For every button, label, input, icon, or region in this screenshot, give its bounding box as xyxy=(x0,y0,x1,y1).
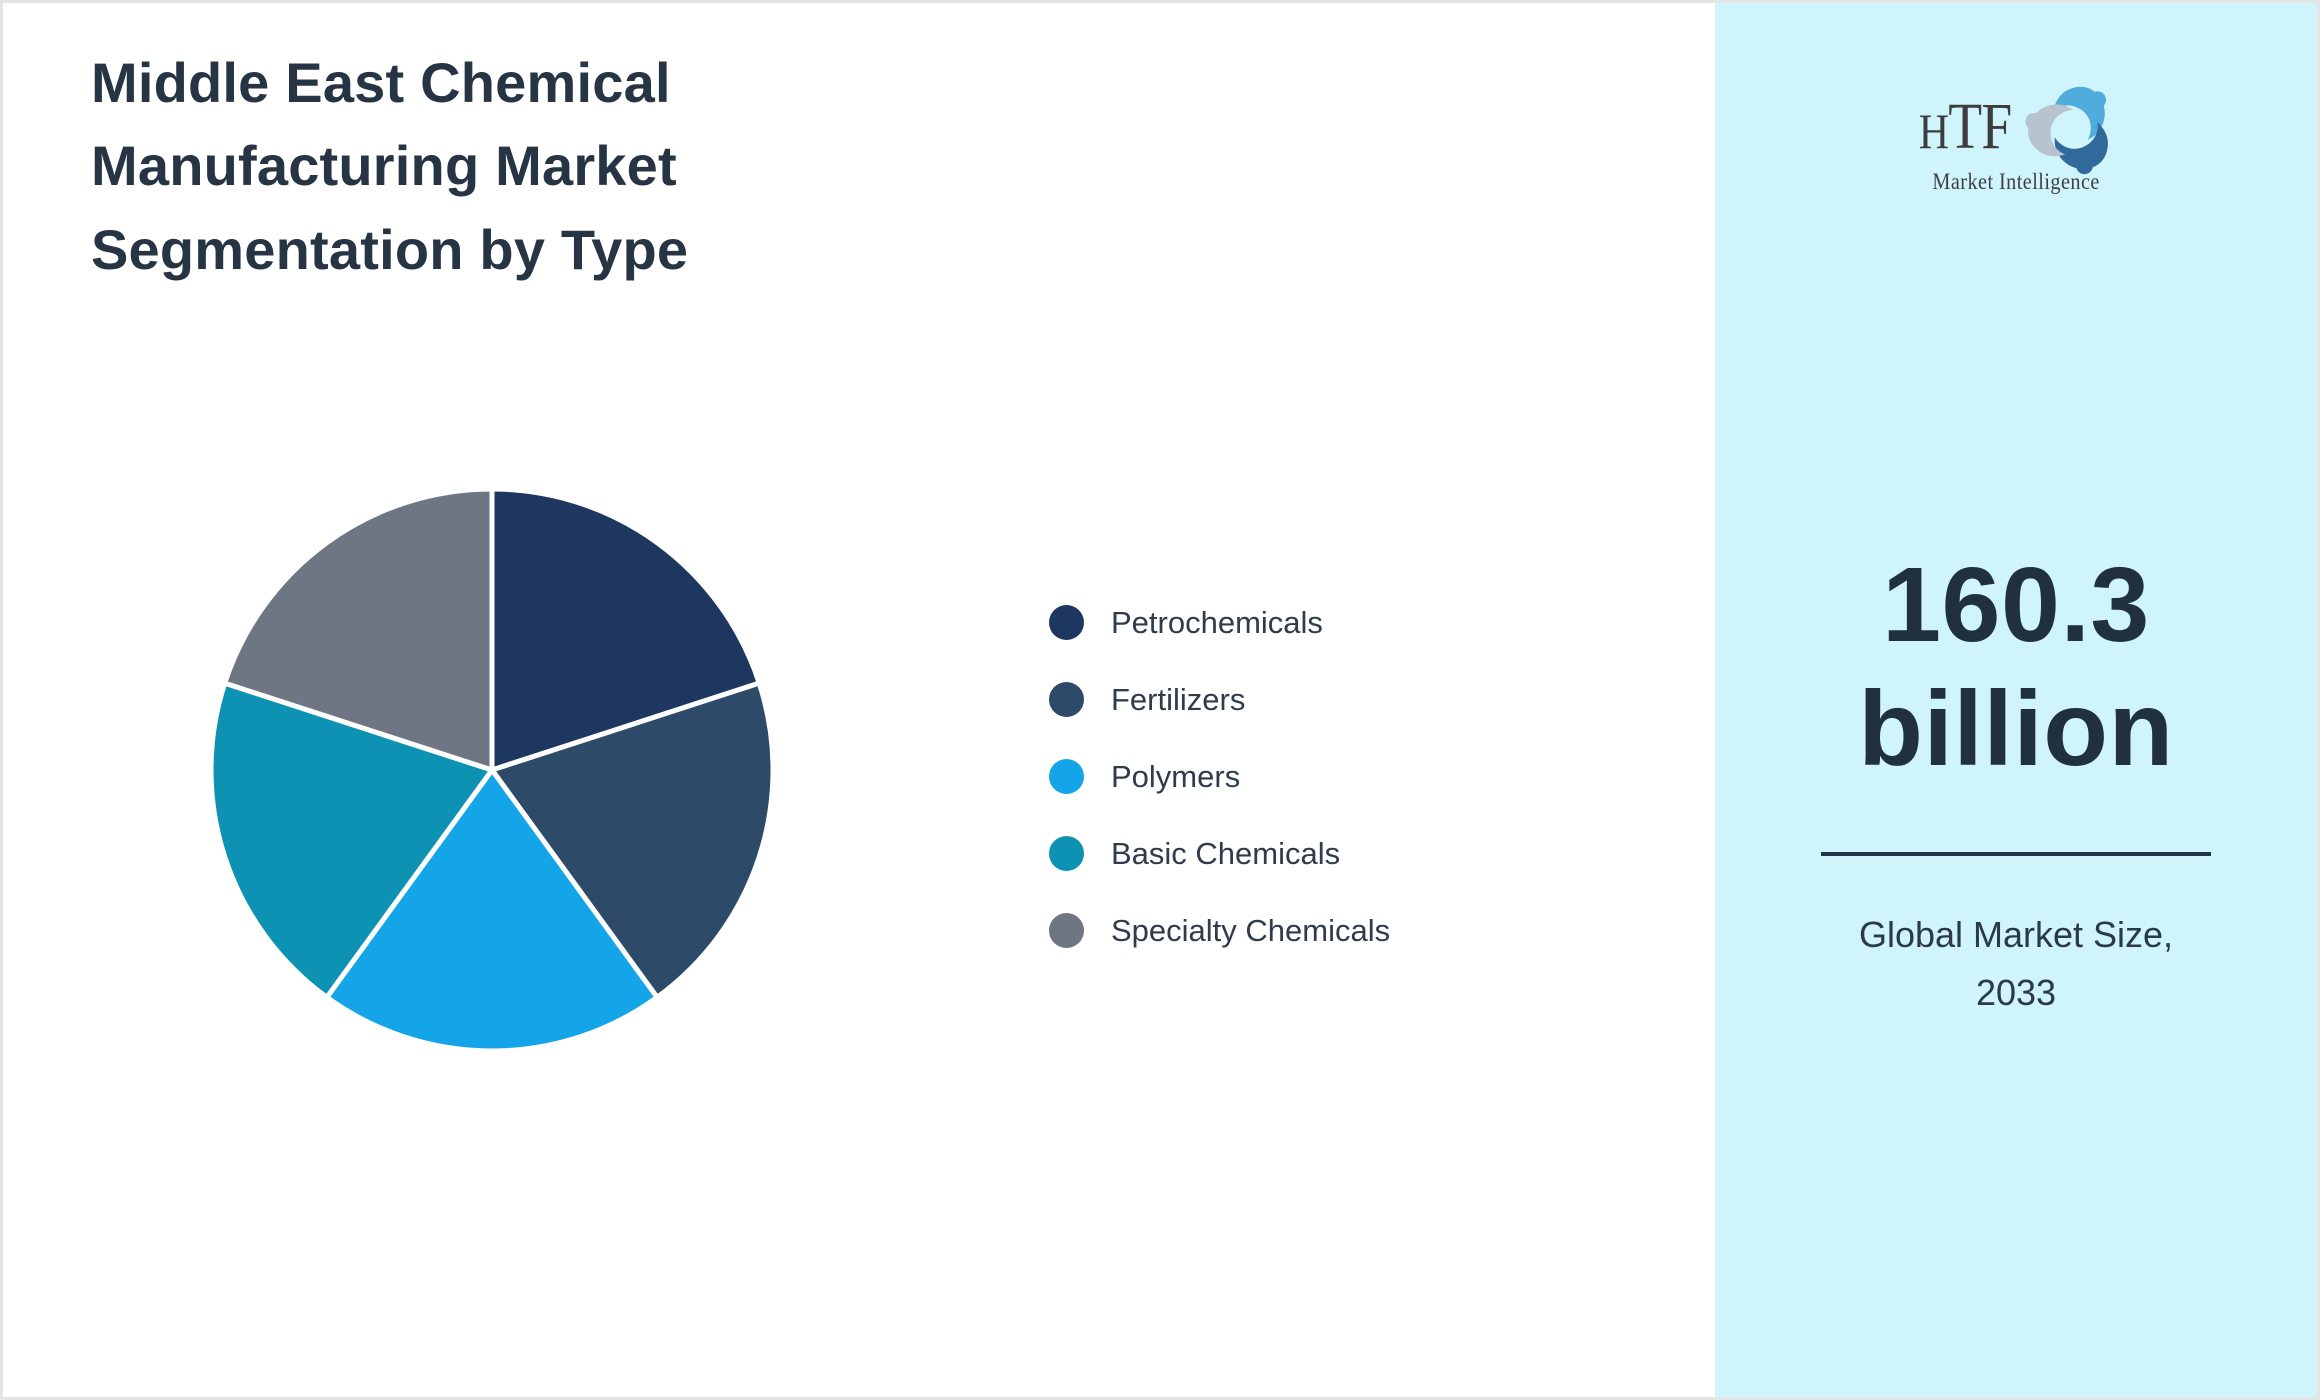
pie-slice-polymers xyxy=(324,767,660,1054)
legend-label: Polymers xyxy=(1111,758,1241,794)
pie-slice-petrochemicals xyxy=(489,486,762,773)
legend-item-basic-chemicals: Basic Chemicals xyxy=(1049,815,1390,892)
market-size-value: 160.3 billion xyxy=(1715,543,2317,791)
pie-chart xyxy=(192,470,792,1070)
legend-item-specialty-chemicals: Specialty Chemicals xyxy=(1049,892,1390,969)
legend-dot-petrochemicals xyxy=(1049,605,1084,640)
pie-slice-basic-chemicals xyxy=(208,680,495,1000)
legend-dot-basic-chemicals xyxy=(1049,836,1084,871)
market-size-caption-line2: 2033 xyxy=(1975,972,2057,1014)
pie-slice-specialty-chemicals xyxy=(222,486,495,773)
legend-dot-specialty-chemicals xyxy=(1049,913,1084,948)
htf-logo-wordmark-tf: TF xyxy=(1948,90,2012,163)
legend-dot-polymers xyxy=(1049,759,1084,794)
market-size-value-unit: billion xyxy=(1858,670,2174,789)
legend-item-polymers: Polymers xyxy=(1049,738,1390,815)
pie-slice-fertilizers xyxy=(489,680,776,1000)
page-title-line1: Middle East Chemical xyxy=(91,51,671,114)
legend-label: Fertilizers xyxy=(1111,681,1246,717)
legend-item-fertilizers: Fertilizers xyxy=(1049,661,1390,738)
htf-logo: HTF Market Intel xyxy=(1715,81,2317,195)
legend-label: Basic Chemicals xyxy=(1111,835,1341,871)
page-title-line2: Manufacturing Market xyxy=(91,134,677,198)
legend-label: Specialty Chemicals xyxy=(1111,912,1391,948)
legend-dot-fertilizers xyxy=(1049,682,1084,717)
page-title: Middle East Chemical Manufacturing Marke… xyxy=(91,41,771,291)
market-size-caption: Global Market Size, 2033 xyxy=(1715,906,2317,1023)
chart-legend: Petrochemicals Fertilizers Polymers Basi… xyxy=(1049,584,1390,969)
htf-logo-subtitle: Market Intelligence xyxy=(1932,169,2100,194)
market-size-caption-line1: Global Market Size, xyxy=(1858,914,2174,955)
market-size-value-number: 160.3 xyxy=(1882,546,2150,664)
htf-logo-row: HTF xyxy=(1715,81,2317,175)
legend-item-petrochemicals: Petrochemicals xyxy=(1049,584,1390,661)
pie-chart-svg xyxy=(208,486,776,1054)
market-size-panel: HTF Market Intel xyxy=(1715,3,2317,1397)
htf-logo-swirl-icon xyxy=(2025,86,2108,175)
panel-divider xyxy=(1821,852,2211,856)
legend-label: Petrochemicals xyxy=(1111,604,1323,640)
page-title-line3: Segmentation by Type xyxy=(91,217,689,281)
htf-logo-wordmark: HTF xyxy=(1918,90,2012,163)
